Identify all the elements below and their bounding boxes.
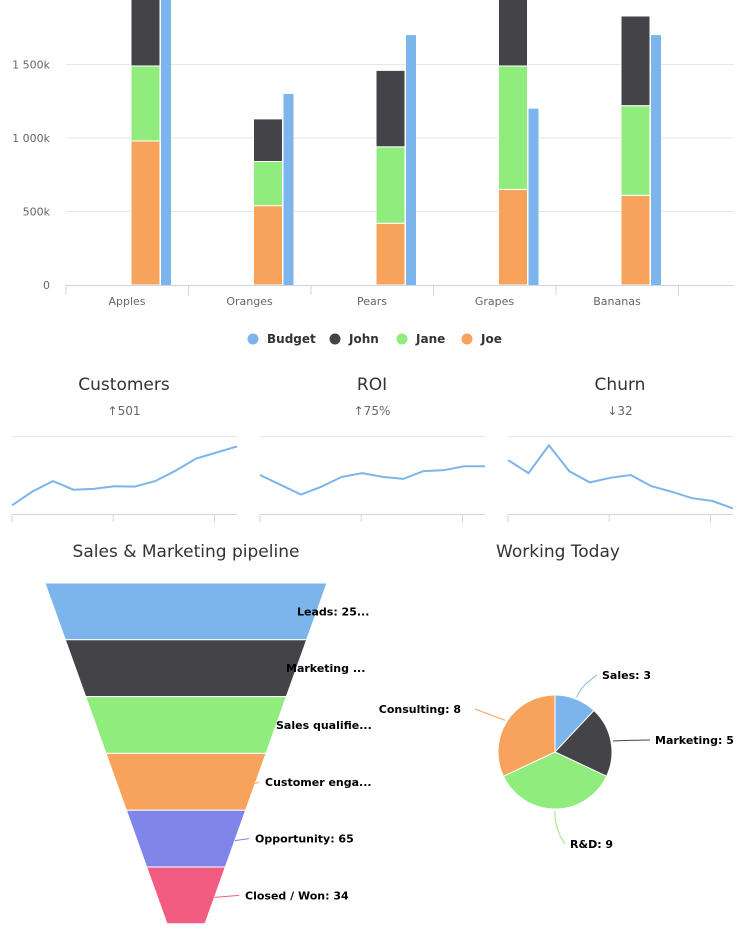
pie-connector-r-d	[554, 810, 566, 845]
bar-john-grapes	[498, 0, 528, 67]
funnel-stage-0	[44, 582, 328, 641]
legend-item-jane: Jane	[415, 332, 445, 346]
spark-roi-title: ROI	[357, 375, 387, 395]
y-tick-label-2: 1 000k	[12, 132, 50, 145]
legend-marker-budget	[247, 333, 259, 345]
x-tick-label-apples: Apples	[108, 295, 145, 308]
spark-roi-subtitle: ↑75%	[354, 404, 391, 418]
funnel-connector-3	[254, 781, 260, 785]
pie-title: Working Today	[496, 542, 620, 562]
legend-item-john: John	[348, 332, 379, 346]
funnel-connector-1	[279, 667, 296, 671]
bar-budget-bananas	[651, 35, 661, 285]
legend-marker-joe	[461, 333, 473, 345]
spark-roi: ROI ↑75%	[259, 375, 485, 522]
funnel-label-4: Opportunity: 65	[255, 833, 354, 846]
bar-joe-oranges	[253, 205, 283, 286]
pie-slice-r-d	[502, 751, 608, 810]
spark-line-roi	[259, 465, 485, 496]
pie-slice-consulting	[497, 694, 556, 777]
stacked-column-chart: 0 500k 1 000k 1 500k Apples Oranges Pears Grap…	[12, 0, 734, 346]
spark-customers-title: Customers	[78, 375, 170, 395]
funnel-connector-0	[290, 610, 317, 614]
pie-label-marketing: Marketing: 5	[655, 734, 734, 747]
spark-churn-title: Churn	[595, 375, 646, 395]
funnel-stage-5	[145, 866, 227, 925]
bar-chart-legend: Budget John Jane Joe	[247, 332, 502, 346]
bar-john-bananas	[620, 15, 651, 107]
bar-budget-oranges	[283, 93, 294, 286]
funnel-label-2: Sales qualifie...	[276, 719, 372, 732]
pie-connector-marketing	[612, 739, 651, 742]
legend-item-budget: Budget	[267, 332, 316, 346]
bar-jane-pears	[375, 146, 406, 224]
funnel-label-1: Marketing ...	[286, 662, 365, 675]
spark-customers-subtitle: ↑501	[108, 404, 141, 418]
spark-line-customers	[11, 445, 238, 507]
funnel-stage-3	[105, 752, 267, 811]
funnel-title: Sales & Marketing pipeline	[73, 542, 300, 562]
y-tick-label-1: 500k	[23, 206, 51, 219]
funnel-connector-5	[214, 894, 240, 898]
funnel-label-3: Customer enga...	[265, 776, 372, 789]
pie-label-r-d: R&D: 9	[570, 838, 613, 851]
bar-chart-x-axis: Apples Oranges Pears Grapes Bananas	[65, 285, 734, 308]
funnel-connector-2	[269, 724, 276, 728]
bar-jane-bananas	[620, 105, 651, 196]
legend-marker-john	[329, 333, 341, 345]
x-tick-label-pears: Pears	[357, 295, 387, 308]
funnel-stage-1	[64, 639, 308, 698]
funnel-stages: Leads: 25... Marketing ... Sales qualifie.…	[44, 582, 372, 925]
spark-churn: Churn ↓32	[507, 375, 734, 522]
funnel-label-5: Closed / Won: 34	[245, 889, 349, 902]
pie-connector-consulting	[474, 708, 506, 721]
x-tick-label-oranges: Oranges	[226, 295, 273, 308]
funnel-stage-2	[84, 696, 288, 754]
spark-line-churn	[507, 443, 734, 510]
legend-item-joe: Joe	[480, 332, 502, 346]
y-tick-label-3: 1 500k	[12, 59, 50, 72]
spark-churn-subtitle: ↓32	[607, 404, 632, 418]
spark-customers: Customers ↑501	[11, 375, 238, 522]
funnel-connector-4	[234, 838, 250, 842]
legend-marker-jane	[396, 333, 408, 345]
x-tick-label-bananas: Bananas	[593, 295, 641, 308]
sparkline-panels: Customers ↑501 ROI ↑75% Churn ↓32	[11, 375, 734, 522]
x-tick-label-grapes: Grapes	[475, 295, 515, 308]
bar-budget-pears	[406, 35, 416, 285]
bar-budget-grapes	[528, 108, 539, 285]
sales-marketing-funnel: Sales & Marketing pipeline Leads: 25... M…	[44, 542, 372, 925]
pie-slice-marketing	[554, 709, 613, 777]
bar-john-pears	[375, 69, 406, 148]
pie-label-sales: Sales: 3	[602, 669, 651, 682]
bar-john-apples	[130, 0, 161, 67]
bar-budget-apples	[161, 0, 171, 285]
bar-chart-y-axis-labels: 0 500k 1 000k 1 500k	[12, 59, 50, 293]
funnel-stage-4	[125, 809, 247, 868]
funnel-label-0: Leads: 25...	[297, 605, 369, 618]
y-tick-label-0: 0	[43, 279, 50, 292]
pie-slice-sales	[554, 694, 595, 754]
bar-john-oranges	[253, 118, 283, 163]
pie-connector-sales	[576, 674, 598, 698]
